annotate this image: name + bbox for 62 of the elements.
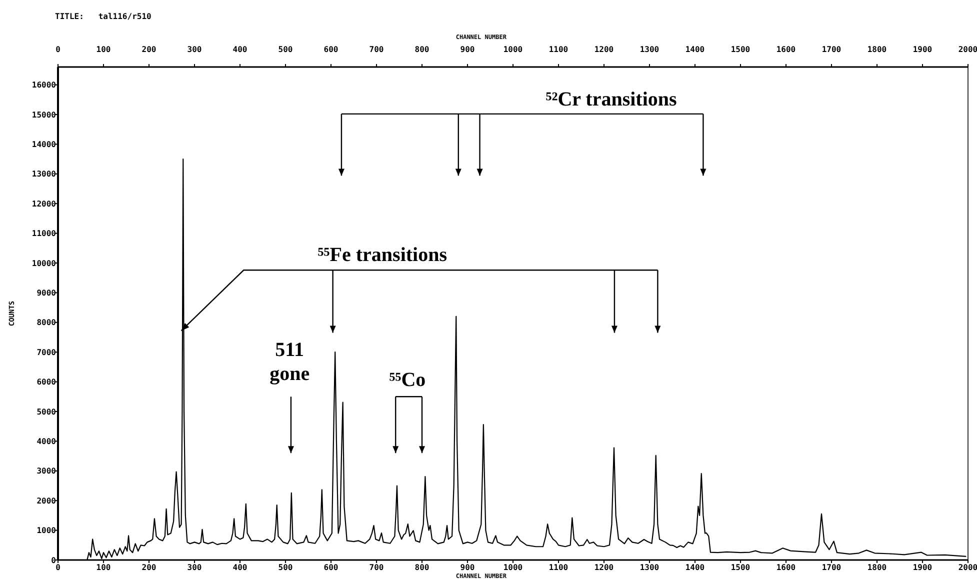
x-tick-label: 700: [369, 563, 384, 572]
y-tick-label: 9000: [36, 288, 56, 298]
x-tick-label: 1900: [912, 563, 932, 572]
x-tick-label: 300: [187, 563, 202, 572]
x2-tick-label: 500: [278, 45, 293, 54]
x-tick-label: 100: [96, 563, 111, 572]
x-tick-label: 1000: [503, 563, 523, 572]
x-tick-label: 1600: [776, 563, 796, 572]
chart-title: TITLE: tal116/r510: [55, 12, 152, 21]
x-tick-label: 800: [414, 563, 430, 572]
y-tick-label: 10000: [32, 258, 56, 268]
y-tick-label: 7000: [36, 348, 56, 357]
y-tick-label: 15000: [32, 110, 56, 120]
x2-tick-label: 1300: [640, 45, 660, 54]
x2-tick-label: 700: [369, 45, 384, 54]
y-tick-label: 14000: [32, 140, 56, 150]
x-tick-label: 1700: [822, 563, 842, 572]
x2-tick-label: 1600: [776, 45, 796, 54]
x2-tick-label: 900: [460, 45, 475, 54]
y-tick-label: 1000: [36, 526, 56, 536]
y-tick-label: 2000: [36, 496, 56, 506]
y-tick-label: 13000: [32, 170, 56, 179]
annotation: ⁵²Cr transitions: [546, 88, 678, 110]
y-tick-label: 12000: [32, 199, 56, 208]
y-tick-label: 5000: [36, 407, 56, 416]
x2-tick-label: 200: [142, 45, 156, 54]
y-tick-label: 16000: [32, 80, 56, 90]
x-tick-label: 1300: [640, 563, 660, 572]
x-tick-label: 400: [232, 563, 248, 572]
x2-tick-label: 1500: [730, 45, 750, 54]
y-tick-label: 3000: [36, 466, 56, 476]
x2-tick-label: 1100: [548, 45, 568, 54]
y-tick-label: 11000: [32, 229, 56, 238]
x-tick-label: 200: [142, 563, 156, 572]
x2-tick-label: 600: [324, 45, 338, 54]
x-tick-label: 1200: [594, 563, 614, 572]
annotation: ⁵⁵Co: [389, 368, 426, 391]
y-tick-label: 6000: [36, 378, 56, 387]
x-tick-label: 2000: [958, 563, 977, 572]
x2-tick-label: 1200: [594, 45, 614, 54]
x2-tick-label: 400: [232, 45, 248, 54]
x2-tick-label: 1700: [822, 45, 842, 54]
x-tick-label: 1800: [867, 563, 887, 572]
annotation: ⁵⁵Fe transitions: [318, 244, 448, 266]
x-tick-label: 1500: [730, 563, 750, 572]
x-tick-label: 600: [324, 563, 338, 572]
x-tick-label: 900: [460, 563, 475, 572]
y-tick-label: 4000: [36, 437, 56, 446]
x2-tick-label: 1400: [685, 45, 705, 54]
annotation: 511 gone: [270, 339, 310, 386]
x-tick-label: 500: [278, 563, 293, 572]
x-tick-label: 1100: [548, 563, 568, 572]
y-tick-label: 0: [51, 556, 56, 565]
x2-tick-label: 800: [414, 45, 430, 54]
x2-tick-label: 1000: [503, 45, 523, 54]
x2-tick-label: 1900: [912, 45, 932, 54]
x-tick-label: 1400: [685, 563, 705, 572]
x2-tick-label: 2000: [958, 45, 977, 54]
x2-tick-label: 300: [187, 45, 202, 54]
x2-tick-label: 1800: [867, 45, 887, 54]
x2-tick-label: 100: [96, 45, 111, 54]
y-tick-label: 8000: [36, 318, 56, 328]
